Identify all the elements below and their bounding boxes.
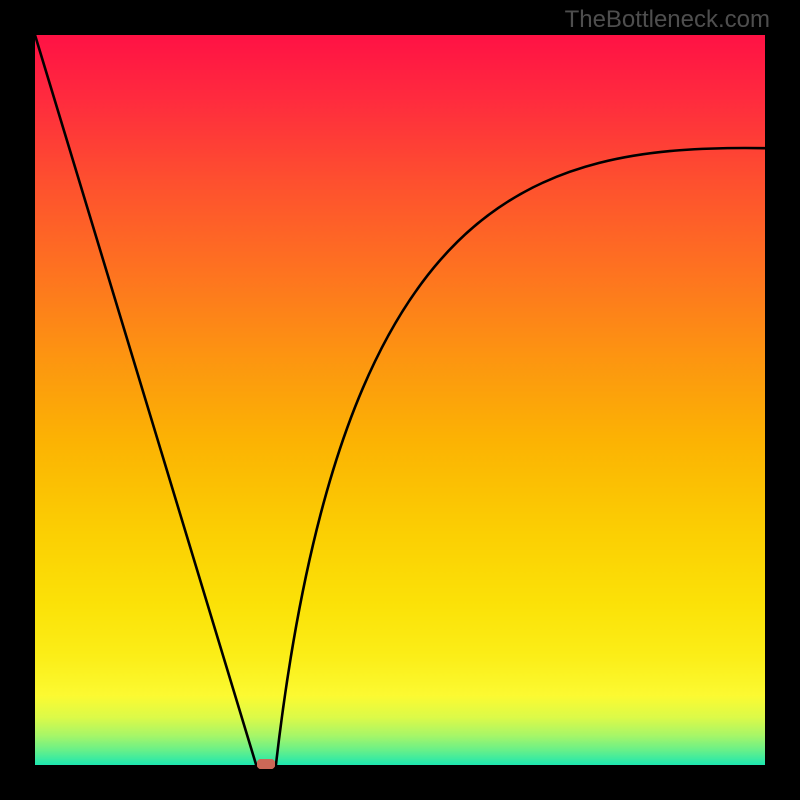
chart-container: TheBottleneck.com [0,0,800,800]
plot-area [35,35,765,765]
watermark-text: TheBottleneck.com [565,6,770,34]
bottleneck-curve [35,35,765,765]
curve-minimum-marker [257,759,275,769]
